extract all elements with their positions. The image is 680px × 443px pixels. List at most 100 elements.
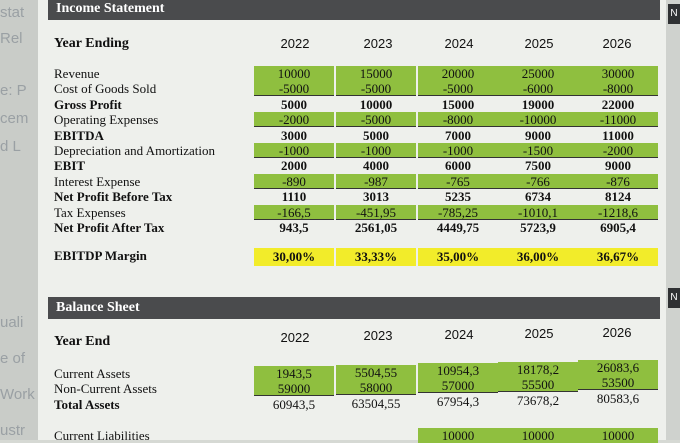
value-cell[interactable]: -8000 bbox=[578, 81, 658, 97]
value-cell[interactable]: -785,25 bbox=[418, 204, 498, 220]
income-row: Revenue 10000 15000 20000 25000 30000 bbox=[38, 66, 666, 81]
year-cell[interactable]: 2022 bbox=[280, 36, 310, 51]
right-section-tab: N bbox=[668, 4, 680, 24]
value-cell[interactable]: -987 bbox=[336, 173, 416, 189]
value-cell[interactable]: -2000 bbox=[578, 143, 658, 158]
value-cell[interactable]: 5235 bbox=[445, 189, 471, 205]
value-cell[interactable]: 6734 bbox=[525, 189, 551, 205]
value-cell[interactable]: 5000 bbox=[281, 96, 307, 112]
margin-cell[interactable]: 35,00% bbox=[418, 248, 498, 266]
value-cell[interactable]: 10000 bbox=[578, 428, 658, 443]
value-cell[interactable] bbox=[336, 428, 416, 443]
value-cell[interactable]: -5000 bbox=[418, 81, 498, 97]
value-cell[interactable]: 10000 bbox=[498, 428, 578, 443]
value-cell[interactable]: 26083,6 bbox=[578, 360, 658, 375]
row-label: Total Assets bbox=[54, 397, 120, 412]
year-cell[interactable]: 2022 bbox=[280, 330, 310, 345]
year-cell[interactable]: 2023 bbox=[363, 328, 393, 343]
value-cell[interactable]: -876 bbox=[578, 173, 658, 189]
value-cell[interactable]: -5000 bbox=[254, 81, 334, 97]
value-cell[interactable]: 1110 bbox=[281, 189, 307, 205]
value-cell[interactable]: 4000 bbox=[363, 158, 389, 174]
value-cell[interactable]: 943,5 bbox=[279, 220, 309, 235]
value-cell[interactable]: 2561,05 bbox=[354, 220, 398, 235]
year-cell[interactable]: 2025 bbox=[524, 326, 554, 341]
value-cell[interactable]: -1500 bbox=[498, 143, 578, 158]
balance-row: Total Assets 60943,5 63504,55 67954,3 73678,… bbox=[38, 391, 666, 412]
value-cell[interactable]: -1010,1 bbox=[498, 204, 578, 220]
value-cell[interactable]: -5000 bbox=[336, 112, 416, 128]
value-cell[interactable]: 10000 bbox=[418, 428, 498, 443]
value-cell[interactable]: 60943,5 bbox=[272, 397, 316, 412]
income-year-header-row: Year Ending 2022 2023 2024 2025 2026 bbox=[38, 36, 666, 56]
value-cell[interactable]: -766 bbox=[498, 173, 578, 189]
value-cell[interactable]: 7500 bbox=[525, 158, 551, 174]
margin-cell[interactable]: 33,33% bbox=[336, 248, 416, 266]
value-cell[interactable]: -5000 bbox=[336, 81, 416, 97]
row-label: Tax Expenses bbox=[54, 204, 126, 220]
value-cell[interactable]: 9000 bbox=[605, 158, 631, 174]
value-cell[interactable]: 22000 bbox=[601, 96, 635, 112]
value-cell[interactable]: 3000 bbox=[281, 127, 307, 143]
margin-cell[interactable]: 36,00% bbox=[498, 248, 578, 266]
value-cell[interactable]: -765 bbox=[418, 173, 498, 189]
value-cell[interactable]: 15000 bbox=[336, 66, 416, 81]
value-cell[interactable]: 5504,55 bbox=[336, 364, 416, 380]
value-cell[interactable]: 4449,75 bbox=[436, 220, 480, 235]
year-cell[interactable]: 2025 bbox=[524, 36, 554, 51]
value-cell[interactable]: -8000 bbox=[418, 112, 498, 128]
value-cell[interactable]: 19000 bbox=[521, 96, 555, 112]
value-cell[interactable]: 7000 bbox=[445, 127, 471, 143]
margin-cell[interactable]: 36,67% bbox=[578, 248, 658, 266]
income-row: Net Profit Before Tax 1110 3013 5235 6734 812… bbox=[38, 189, 666, 204]
value-cell[interactable]: 6905,4 bbox=[600, 220, 636, 235]
value-cell[interactable]: 10000 bbox=[254, 66, 334, 81]
value-cell[interactable]: 80583,6 bbox=[596, 391, 640, 406]
value-cell[interactable]: 10000 bbox=[359, 96, 393, 112]
value-cell[interactable]: 73678,2 bbox=[516, 392, 560, 408]
year-end-label: Year End bbox=[54, 334, 111, 349]
value-cell[interactable]: 59000 bbox=[254, 381, 334, 396]
value-cell[interactable]: -6000 bbox=[498, 81, 578, 97]
value-cell[interactable]: -166,5 bbox=[254, 204, 334, 220]
value-cell[interactable]: -10000 bbox=[498, 112, 578, 128]
value-cell[interactable]: -2000 bbox=[254, 112, 334, 128]
value-cell[interactable]: 57000 bbox=[418, 378, 498, 393]
year-cell[interactable]: 2026 bbox=[602, 36, 632, 51]
value-cell[interactable]: 67954,3 bbox=[436, 394, 480, 409]
value-cell[interactable]: 63504,55 bbox=[351, 395, 401, 411]
value-cell[interactable]: 18178,2 bbox=[498, 361, 578, 377]
value-cell[interactable]: 58000 bbox=[336, 379, 416, 395]
year-cell[interactable]: 2024 bbox=[444, 36, 474, 51]
value-cell[interactable]: 10954,3 bbox=[418, 363, 498, 378]
value-cell[interactable]: 8124 bbox=[605, 189, 631, 205]
value-cell[interactable] bbox=[254, 428, 334, 443]
value-cell[interactable]: 2000 bbox=[281, 158, 307, 174]
value-cell[interactable]: 11000 bbox=[602, 127, 634, 143]
value-cell[interactable]: -451,95 bbox=[336, 204, 416, 220]
value-cell[interactable]: 1943,5 bbox=[254, 366, 334, 381]
year-cell[interactable]: 2024 bbox=[444, 327, 474, 342]
year-cell[interactable]: 2023 bbox=[363, 36, 393, 51]
value-cell[interactable]: 15000 bbox=[441, 96, 475, 112]
value-cell[interactable]: 6000 bbox=[445, 158, 471, 174]
value-cell[interactable]: 5000 bbox=[363, 127, 389, 143]
value-cell[interactable]: 25000 bbox=[498, 66, 578, 81]
value-cell[interactable]: -1000 bbox=[254, 143, 334, 158]
value-cell[interactable]: 5723,9 bbox=[520, 220, 556, 235]
value-cell[interactable]: 53500 bbox=[578, 375, 658, 390]
value-cell[interactable]: -1000 bbox=[418, 143, 498, 158]
value-cell[interactable]: 3013 bbox=[363, 189, 389, 205]
margin-cell[interactable]: 30,00% bbox=[254, 248, 334, 266]
value-cell[interactable]: 9000 bbox=[525, 127, 551, 143]
year-cell[interactable]: 2026 bbox=[602, 325, 632, 340]
adjacent-sheet-edge-right: N N bbox=[666, 0, 680, 440]
value-cell[interactable]: -11000 bbox=[578, 112, 658, 128]
value-cell[interactable]: 55500 bbox=[498, 376, 578, 392]
value-cell[interactable]: 30000 bbox=[578, 66, 658, 81]
income-row: Depreciation and Amortization -1000 -1000-… bbox=[38, 143, 666, 158]
value-cell[interactable]: -1000 bbox=[336, 143, 416, 158]
value-cell[interactable]: -890 bbox=[254, 173, 334, 189]
value-cell[interactable]: -1218,6 bbox=[578, 204, 658, 220]
value-cell[interactable]: 20000 bbox=[418, 66, 498, 81]
